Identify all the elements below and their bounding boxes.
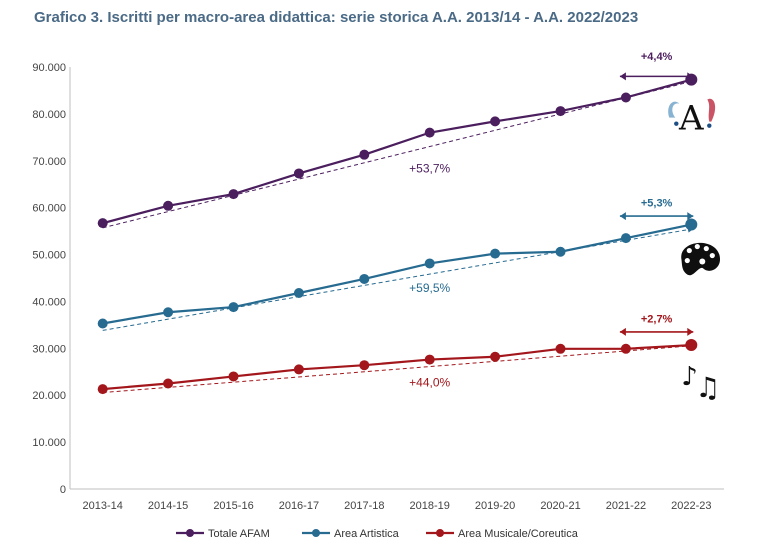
y-tick-label: 20.000 (32, 390, 66, 402)
music-letter-a-icon: A (668, 99, 716, 139)
series-line (102, 78, 692, 225)
legend: Totale AFAM Area Artistica Area Musicale/C… (176, 528, 579, 540)
data-point (228, 371, 239, 382)
x-tick-label: 2020-21 (540, 500, 580, 512)
series-line (102, 343, 692, 391)
data-point (555, 106, 566, 117)
data-point (293, 288, 304, 299)
y-tick-label: 70.000 (32, 156, 66, 168)
data-point (555, 246, 566, 257)
data-point (620, 343, 631, 354)
data-point (685, 339, 698, 352)
data-point (424, 258, 435, 269)
data-point (359, 149, 370, 160)
legend-label: Area Musicale/Coreutica (458, 528, 579, 540)
axes: 0 10.000 20.000 30.000 40.000 50.000 60.000 70.… (32, 62, 724, 512)
data-point (424, 127, 435, 138)
legend-label: Area Artistica (334, 528, 400, 540)
y-tick-label: 90.000 (32, 62, 66, 74)
series-line (102, 223, 692, 325)
data-point (97, 318, 108, 329)
x-tick-label: 2014-15 (148, 500, 188, 512)
x-tick-label: 2019-20 (475, 500, 515, 512)
chart-title: Grafico 3. Iscritti per macro-area didat… (34, 9, 639, 26)
x-tick-label: 2013-14 (83, 500, 123, 512)
legend-label: Totale AFAM (208, 528, 270, 540)
data-point (490, 116, 501, 127)
y-tick-label: 10.000 (32, 437, 66, 449)
recent-change-label: +4,4% (641, 51, 673, 63)
trend-line (102, 226, 694, 331)
trend-line (102, 343, 694, 394)
data-point (359, 273, 370, 284)
x-tick-label: 2016-17 (279, 500, 319, 512)
y-tick-label: 50.000 (32, 250, 66, 262)
x-tick-label: 2021-22 (606, 500, 646, 512)
legend-swatch-marker (436, 529, 444, 537)
data-point (490, 248, 501, 259)
data-point (228, 302, 239, 313)
svg-text:A: A (678, 99, 704, 139)
x-tick-label: 2018-19 (410, 500, 450, 512)
svg-text:♫: ♫ (695, 371, 720, 404)
series-icons: A ♪♫ (668, 99, 720, 404)
trend-label: +44,0% (409, 375, 450, 389)
data-point (359, 360, 370, 371)
x-tick-label: 2022-23 (671, 500, 711, 512)
data-point (228, 189, 239, 200)
y-tick-label: 0 (60, 484, 66, 496)
recent-change-label: +5,3% (641, 198, 673, 210)
svg-text:♪: ♪ (681, 362, 698, 392)
y-tick-label: 40.000 (32, 296, 66, 308)
annotations: +53,7% +4,4% +59,5% +5,3% +44,0% +2,7% (409, 51, 694, 389)
data-point (97, 384, 108, 395)
data-point (163, 200, 174, 211)
data-point (555, 343, 566, 354)
legend-swatch-marker (312, 529, 320, 537)
y-tick-label: 80.000 (32, 109, 66, 121)
y-tick-label: 60.000 (32, 203, 66, 215)
data-point (163, 307, 174, 318)
data-point (490, 351, 501, 362)
data-point (685, 218, 698, 231)
legend-swatch-marker (186, 529, 194, 537)
y-tick-label: 30.000 (32, 343, 66, 355)
data-point (293, 168, 304, 179)
data-point (293, 364, 304, 375)
data-point (620, 233, 631, 244)
data-point (97, 218, 108, 229)
data-point (424, 354, 435, 365)
music-notes-icon: ♪♫ (681, 362, 720, 404)
data-point (163, 378, 174, 389)
trend-lines (102, 79, 694, 394)
x-tick-label: 2015-16 (213, 500, 253, 512)
trend-label: +59,5% (409, 281, 450, 295)
series-group (97, 73, 698, 395)
x-tick-label: 2017-18 (344, 500, 384, 512)
trend-label: +53,7% (409, 162, 450, 176)
palette-icon (681, 242, 721, 276)
data-point (620, 92, 631, 103)
recent-change-label: +2,7% (641, 314, 673, 326)
trend-line (102, 79, 694, 229)
